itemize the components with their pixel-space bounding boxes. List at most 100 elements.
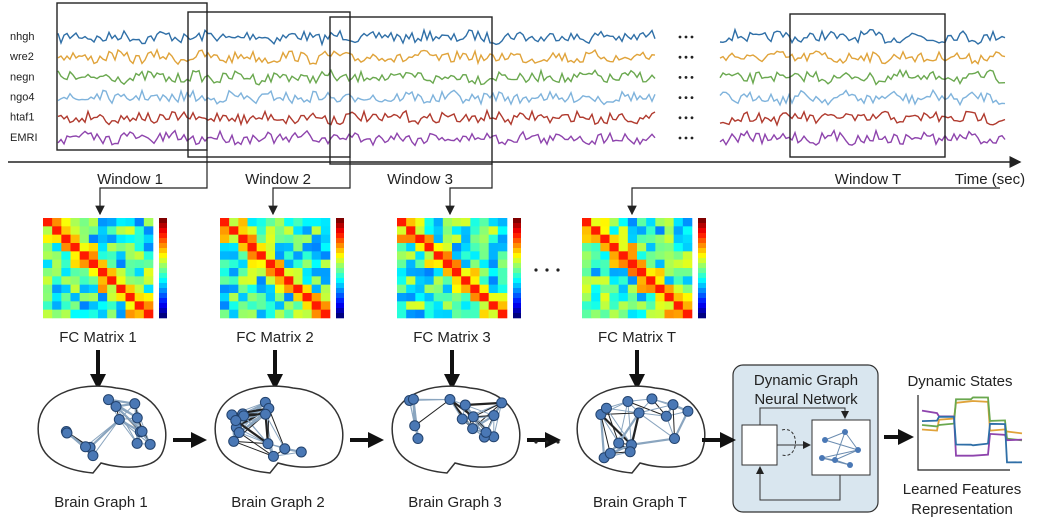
matrix-cell <box>284 268 293 277</box>
matrix-cell <box>321 235 330 244</box>
matrix-cell <box>229 243 238 252</box>
matrix-cell <box>665 310 674 319</box>
model-node <box>855 447 861 453</box>
matrix-cell <box>248 243 257 252</box>
matrix-cell <box>43 235 52 244</box>
matrix-cell <box>80 285 89 294</box>
matrix-cell <box>229 260 238 269</box>
matrix-cell <box>116 235 125 244</box>
matrix-cell <box>98 285 107 294</box>
matrix-cell <box>275 260 284 269</box>
colorbar-cell <box>698 298 706 303</box>
matrix-cell <box>284 293 293 302</box>
colorbar-cell <box>513 253 521 258</box>
matrix-cell <box>498 293 507 302</box>
matrix-cell <box>637 226 646 235</box>
matrix-cell <box>665 276 674 285</box>
matrix-cell <box>415 260 424 269</box>
signal-trace <box>58 30 655 44</box>
matrix-cell <box>452 301 461 310</box>
matrix-cell <box>220 218 229 227</box>
colorbar-cell <box>698 263 706 268</box>
matrix-cell <box>461 226 470 235</box>
brain-graph-label: Brain Graph 3 <box>408 494 501 511</box>
matrix-cell <box>415 243 424 252</box>
matrix-cell <box>655 310 664 319</box>
matrix-cell <box>674 243 683 252</box>
brain-node <box>268 451 278 461</box>
brain-node <box>634 408 644 418</box>
matrix-cell <box>275 276 284 285</box>
matrix-cell <box>71 301 80 310</box>
matrix-cell <box>284 235 293 244</box>
matrix-cell <box>144 310 153 319</box>
colorbar-cell <box>159 223 167 228</box>
window-box <box>57 3 207 150</box>
matrix-cell <box>600 226 609 235</box>
matrix-cell <box>43 301 52 310</box>
matrix-cell <box>591 301 600 310</box>
colorbar-cell <box>336 313 344 318</box>
matrix-cell <box>61 260 70 269</box>
matrix-cell <box>425 285 434 294</box>
matrix-cell <box>43 243 52 252</box>
matrix-cell <box>674 301 683 310</box>
matrix-cell <box>98 301 107 310</box>
brain-node <box>408 394 418 404</box>
matrix-cell <box>229 235 238 244</box>
ellipsis-dot <box>685 116 688 119</box>
matrix-cell <box>637 218 646 227</box>
matrix-cell <box>98 310 107 319</box>
matrix-cell <box>406 251 415 260</box>
signal-label: htaf1 <box>10 112 34 124</box>
matrix-cell <box>461 251 470 260</box>
matrix-cell <box>238 293 247 302</box>
matrix-cell <box>480 301 489 310</box>
matrix-cell <box>71 251 80 260</box>
matrix-cell <box>312 218 321 227</box>
matrix-cell <box>275 243 284 252</box>
matrix-cell <box>415 310 424 319</box>
matrix-cell <box>443 268 452 277</box>
model-title: Dynamic Graph <box>754 372 858 389</box>
matrix-cell <box>646 293 655 302</box>
matrix-cell <box>126 310 135 319</box>
matrix-cell <box>674 276 683 285</box>
matrix-cell <box>284 226 293 235</box>
matrix-cell <box>610 293 619 302</box>
matrix-cell <box>107 243 116 252</box>
matrix-cell <box>646 243 655 252</box>
ellipsis-dot <box>691 116 694 119</box>
matrix-cell <box>116 285 125 294</box>
matrix-cell <box>415 293 424 302</box>
colorbar-cell <box>698 288 706 293</box>
matrix-cell <box>257 301 266 310</box>
matrix-cell <box>480 251 489 260</box>
colorbar-cell <box>513 293 521 298</box>
matrix-cell <box>303 226 312 235</box>
brain-node <box>445 395 455 405</box>
matrix-cell <box>257 218 266 227</box>
matrix-cell <box>628 235 637 244</box>
matrix-cell <box>665 218 674 227</box>
model-node <box>822 437 828 443</box>
ellipsis-dot <box>685 56 688 59</box>
signal-trace <box>720 30 1005 44</box>
colorbar-cell <box>336 218 344 223</box>
matrix-cell <box>665 260 674 269</box>
matrix-cell <box>266 285 275 294</box>
matrix-cell <box>600 268 609 277</box>
matrix-cell <box>582 243 591 252</box>
matrix-cell <box>480 243 489 252</box>
ellipsis-dot <box>679 137 682 140</box>
matrix-cell <box>415 276 424 285</box>
matrix-cell <box>321 310 330 319</box>
colorbar-cell <box>336 243 344 248</box>
brain-node <box>132 413 142 423</box>
colorbar-cell <box>513 263 521 268</box>
matrix-cell <box>284 260 293 269</box>
matrix-cell <box>229 310 238 319</box>
matrix-cell <box>425 310 434 319</box>
matrix-cell <box>89 260 98 269</box>
colorbar-cell <box>159 293 167 298</box>
